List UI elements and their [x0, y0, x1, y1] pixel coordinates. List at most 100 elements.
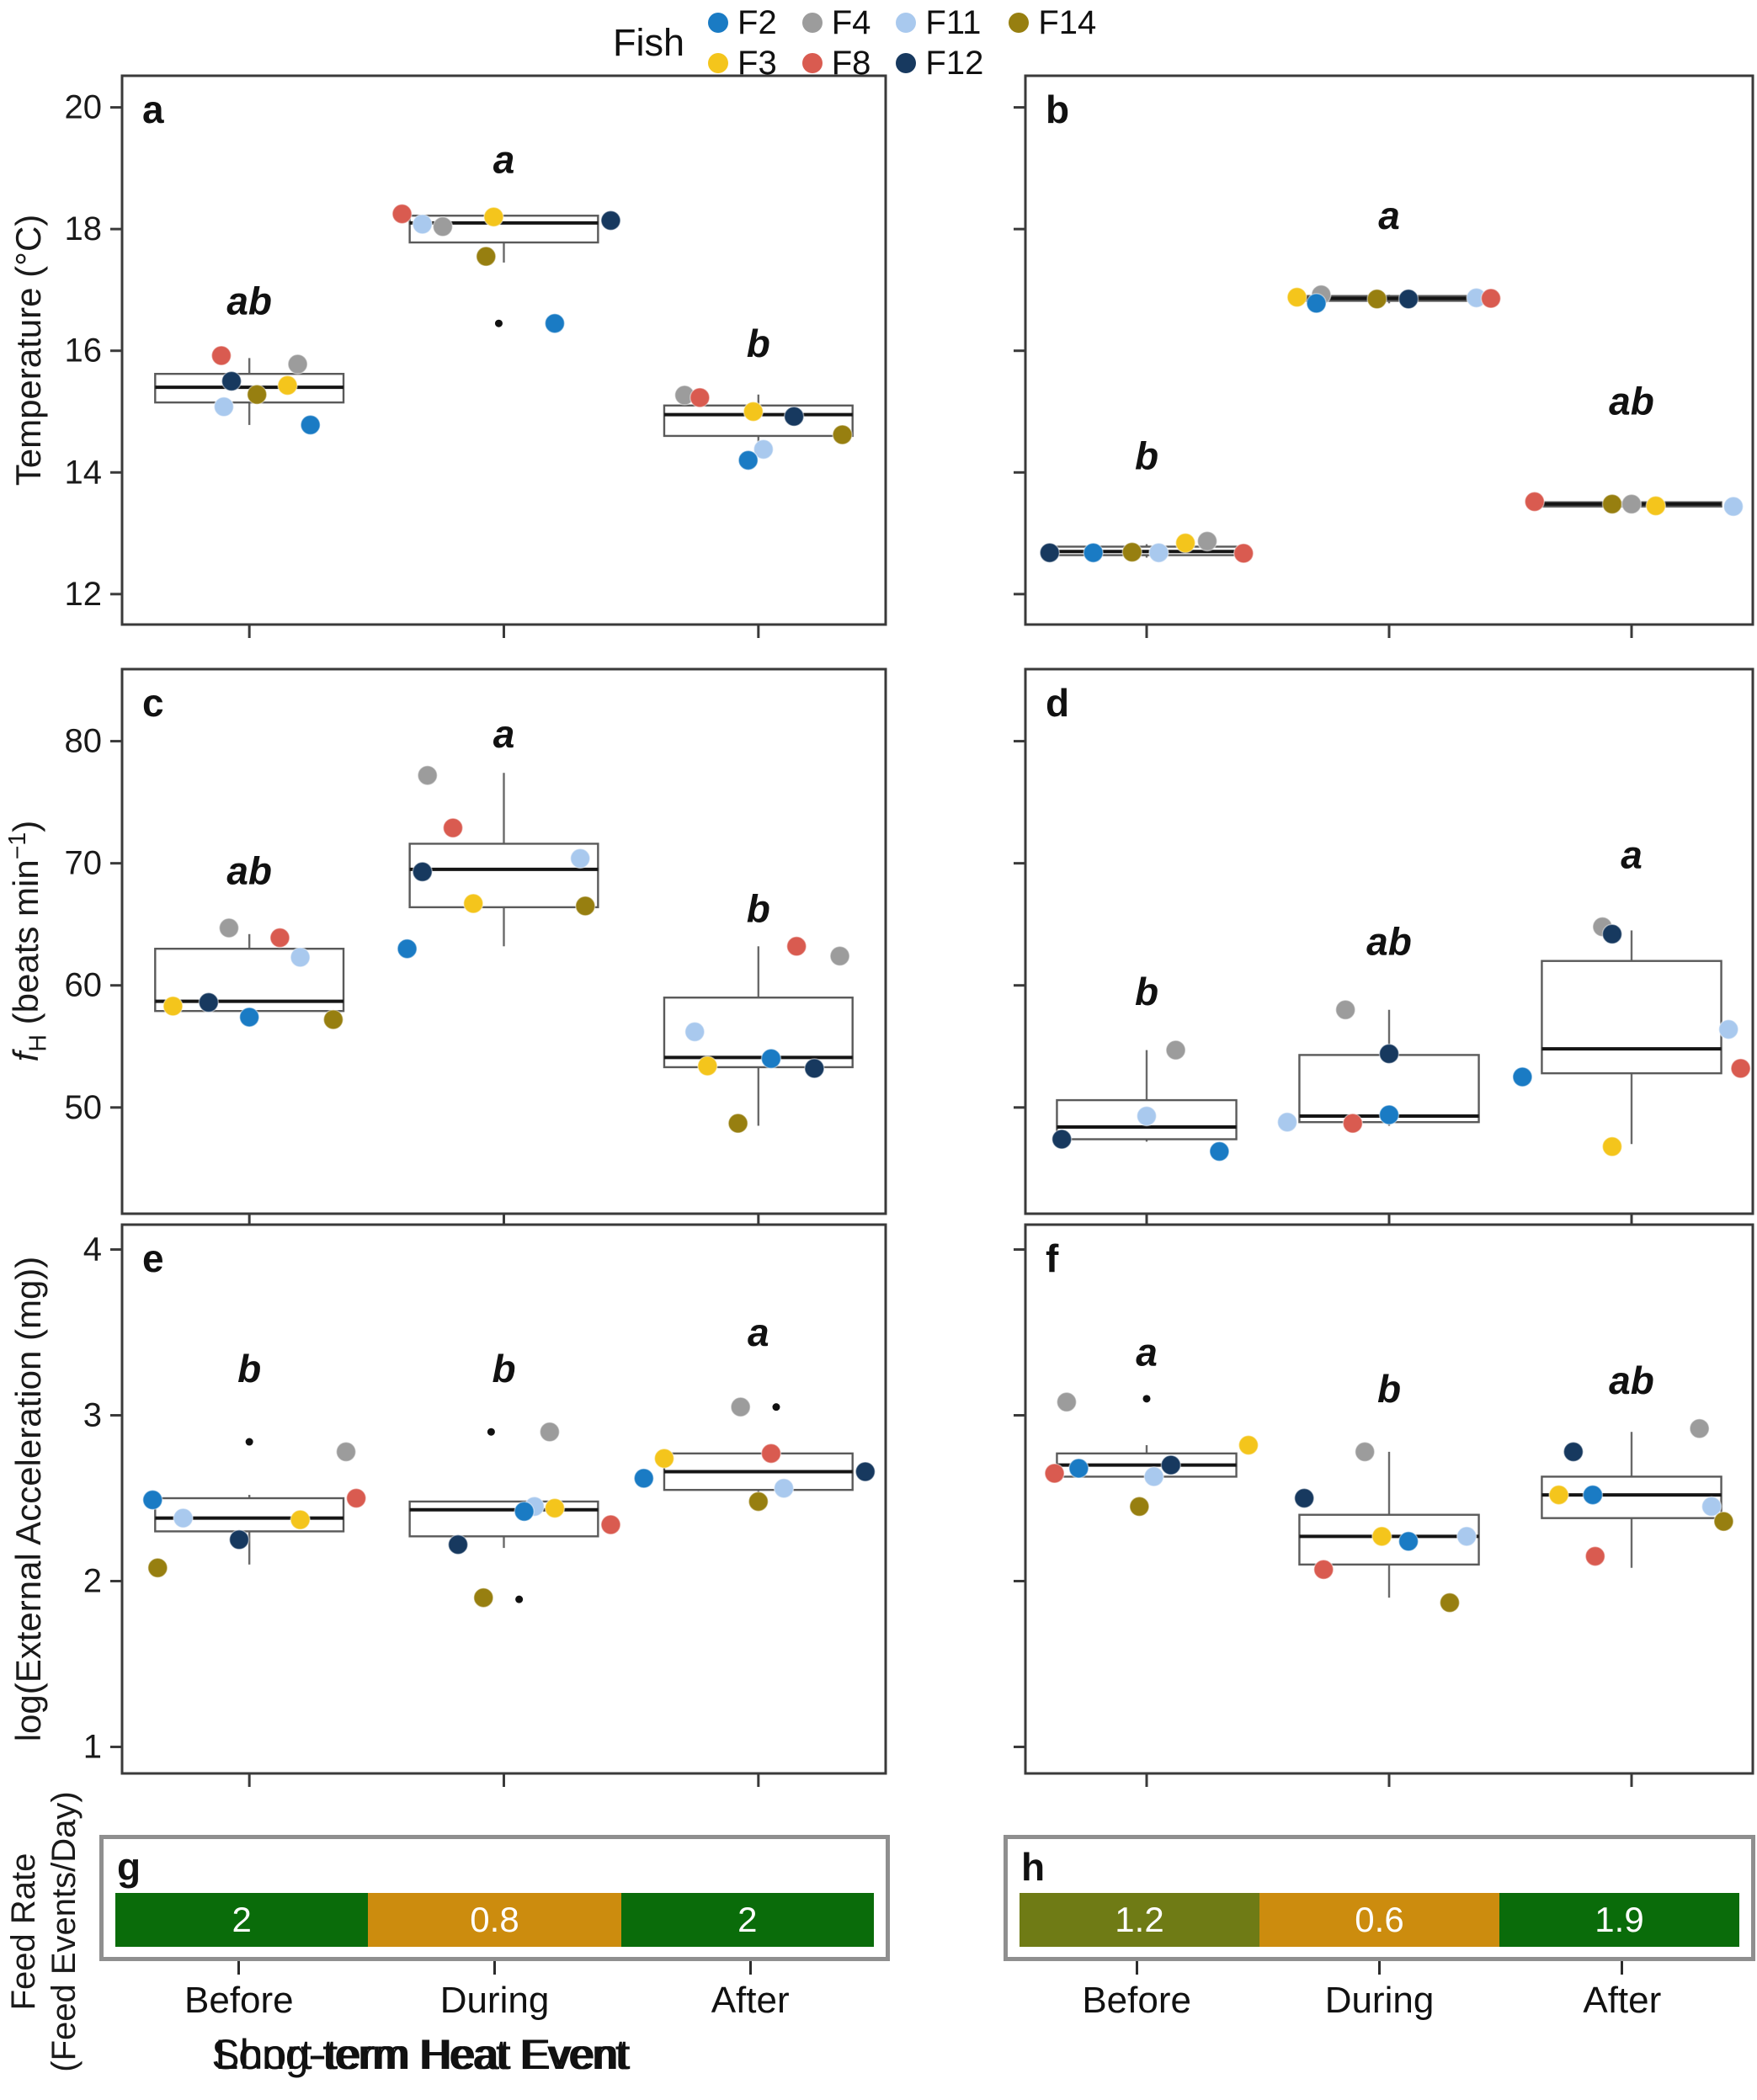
data-point-F14: [832, 424, 853, 445]
legend-entry-F14: F14: [1009, 3, 1096, 42]
data-point-F8: [442, 817, 464, 838]
data-point-F8: [785, 936, 807, 957]
y-tick-label: 80: [65, 723, 103, 760]
y-tick-label: 18: [65, 210, 103, 247]
legend-label-F12: F12: [925, 44, 984, 82]
y-tick-label: 70: [65, 845, 103, 882]
outlier-dot: [772, 1403, 780, 1412]
x-tick: [237, 1961, 241, 1975]
data-point-F4: [1196, 530, 1218, 552]
feed-rate-value: 0.8: [470, 1900, 519, 1939]
feed-rate-value: 2: [232, 1900, 252, 1939]
data-point-F2: [544, 312, 566, 334]
panel-tag-f: f: [1046, 1236, 1059, 1280]
legend-entry-F12: F12: [896, 44, 983, 82]
boxplot-box: [408, 1500, 599, 1538]
data-point-F8: [1730, 1058, 1751, 1079]
y-axis-label-segment: −1: [4, 832, 32, 860]
data-point-F11: [290, 947, 311, 968]
data-point-F12: [1398, 289, 1419, 310]
significance-letter: a: [748, 1311, 769, 1354]
data-point-F14: [574, 896, 596, 917]
data-point-F12: [783, 406, 805, 428]
data-point-F11: [173, 1507, 194, 1528]
data-point-F2: [1306, 293, 1327, 314]
data-point-F2: [1582, 1484, 1604, 1506]
panel-tag-e: e: [142, 1236, 164, 1280]
data-point-F2: [397, 938, 418, 960]
legend-dot-F12: [896, 53, 917, 73]
data-point-F14: [727, 1113, 748, 1134]
panel-tag-d: d: [1046, 681, 1069, 725]
data-point-F11: [753, 439, 775, 460]
panel-e: 1 2 3 4 b b a e: [83, 1223, 887, 1787]
data-point-F14: [1366, 289, 1387, 310]
data-point-F14: [476, 246, 497, 267]
data-point-F8: [1480, 288, 1502, 309]
y-tick-label: 12: [65, 576, 103, 613]
data-point-F4: [335, 1441, 357, 1463]
data-point-F3: [1238, 1434, 1259, 1456]
significance-letter: a: [493, 138, 515, 182]
y-tick-label: 20: [65, 89, 103, 126]
feed-rate-bar: 1.9: [1499, 1893, 1739, 1947]
data-point-F2: [1068, 1458, 1089, 1479]
legend-dot-F14: [1009, 13, 1030, 33]
feed-rate-bar: 0.8: [368, 1893, 621, 1947]
significance-letter: b: [747, 322, 770, 365]
data-point-F12: [228, 1529, 250, 1550]
y-tick-label: 4: [83, 1231, 102, 1268]
data-point-F12: [1039, 542, 1061, 563]
significance-letter: ab: [226, 279, 272, 322]
data-point-F2: [300, 414, 321, 436]
outlier-dot: [494, 319, 503, 327]
significance-letter: b: [1377, 1367, 1401, 1411]
data-point-F4: [1621, 493, 1643, 515]
y-tick-label: 14: [65, 454, 103, 491]
legend-dot-F8: [801, 53, 823, 73]
legend-entry-F4: F4: [801, 3, 871, 42]
data-point-F14: [473, 1587, 494, 1608]
panel-d: b ab a d: [1014, 667, 1754, 1227]
data-point-F11: [213, 396, 235, 417]
data-point-F8: [1342, 1113, 1364, 1134]
data-point-F3: [544, 1497, 566, 1519]
data-point-F4: [218, 917, 240, 938]
data-point-F8: [345, 1487, 367, 1509]
significance-letter: ab: [226, 848, 272, 892]
feed-rate-value: 1.2: [1115, 1900, 1164, 1939]
data-point-F2: [1398, 1530, 1419, 1552]
category-label-during: During: [439, 1980, 550, 2021]
data-point-F11: [684, 1021, 705, 1043]
boxplot-box: [1541, 1475, 1722, 1519]
data-point-F12: [1051, 1129, 1073, 1150]
feed-rate-value: 2: [737, 1900, 758, 1939]
category-label-before: Before: [184, 1980, 294, 2021]
data-point-F2: [1083, 542, 1104, 563]
data-point-F4: [1354, 1441, 1376, 1463]
data-point-F12: [221, 370, 242, 392]
data-point-F2: [514, 1501, 535, 1523]
y-tick-label: 2: [83, 1563, 102, 1600]
data-point-F3: [277, 375, 298, 396]
data-point-F2: [760, 1048, 782, 1070]
data-point-F14: [1439, 1592, 1461, 1614]
category-label-after: After: [1583, 1980, 1662, 2021]
legend-column: F11 F12: [896, 3, 983, 82]
data-point-F4: [287, 354, 308, 375]
y-tick-label: 60: [65, 967, 103, 1004]
data-point-F2: [1209, 1140, 1230, 1162]
data-point-F11: [1701, 1496, 1722, 1518]
y-tick-label: 50: [65, 1089, 103, 1126]
data-point-F12: [198, 992, 220, 1013]
x-tick: [1378, 1961, 1381, 1975]
legend-label-F14: F14: [1038, 3, 1097, 41]
data-point-F3: [1548, 1484, 1569, 1506]
panel-border: [120, 74, 887, 626]
feed-bars: 1.2 0.6 1.9: [1020, 1893, 1739, 1947]
significance-letter: ab: [1366, 919, 1412, 963]
data-point-F4: [1165, 1039, 1186, 1061]
long-term-title: Long-term Heat Event: [215, 2031, 627, 2078]
data-point-F14: [246, 384, 268, 406]
legend-entry-F2: F2: [708, 3, 777, 42]
